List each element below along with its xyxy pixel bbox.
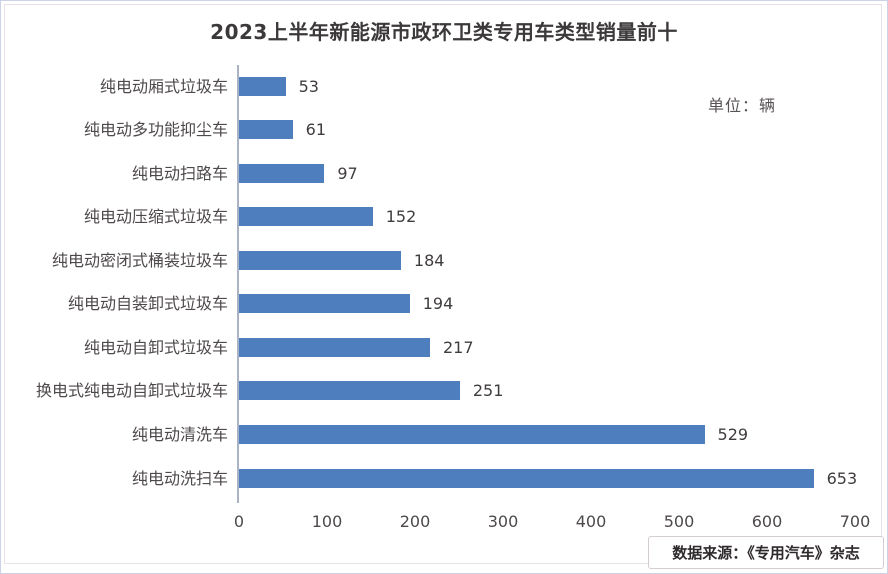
value-label: 653 [826, 468, 858, 488]
value-label: 529 [717, 424, 749, 444]
bar [239, 250, 401, 270]
category-label: 换电式纯电动自卸式垃圾车 [35, 381, 228, 401]
value-label: 152 [385, 207, 417, 227]
bar [239, 468, 814, 488]
plot-area: 纯电动厢式垃圾车 53 纯电动多功能抑尘车 61 纯电动扫路车 97 纯电动压缩式垃圾车 15… [36, 65, 870, 531]
value-label: 184 [413, 250, 445, 270]
category-label: 纯电动清洗车 [131, 424, 228, 444]
category-label: 纯电动多功能抑尘车 [83, 120, 228, 140]
data-source-label: 数据来源：《专用汽车》杂志 [648, 536, 884, 569]
bar [239, 76, 286, 96]
x-axis-tick-label: 500 [663, 512, 695, 531]
x-axis-tick-label: 200 [399, 512, 431, 531]
category-label: 纯电动自卸式垃圾车 [83, 337, 228, 357]
category-label: 纯电动厢式垃圾车 [99, 76, 228, 96]
value-label: 217 [442, 337, 474, 357]
category-label: 纯电动压缩式垃圾车 [83, 207, 228, 227]
x-axis-tick-label: 400 [575, 512, 607, 531]
value-label: 251 [472, 381, 504, 401]
bar [239, 294, 410, 314]
value-label: 53 [298, 76, 319, 96]
bar [239, 424, 705, 444]
bar [239, 207, 373, 227]
x-axis-tick-label: 0 [233, 512, 245, 531]
x-axis-tick-label: 700 [839, 512, 871, 531]
unit-label: 单位：辆 [708, 96, 777, 115]
x-axis-tick-label: 100 [311, 512, 343, 531]
bar [239, 163, 325, 183]
x-axis-tick-label: 300 [487, 512, 519, 531]
category-label: 纯电动密闭式桶装垃圾车 [51, 250, 228, 270]
value-label: 61 [305, 120, 327, 140]
chart-title: 2023上半年新能源市政环卫类专用车类型销量前十 [210, 20, 678, 44]
category-label: 纯电动自装卸式垃圾车 [67, 294, 228, 314]
value-label: 194 [422, 294, 454, 314]
category-label: 纯电动扫路车 [131, 163, 228, 183]
category-label: 纯电动洗扫车 [131, 468, 228, 488]
bar [239, 337, 430, 357]
bar [239, 381, 460, 401]
x-axis-tick-label: 600 [751, 512, 783, 531]
value-label: 97 [337, 163, 358, 183]
bar [239, 120, 293, 140]
